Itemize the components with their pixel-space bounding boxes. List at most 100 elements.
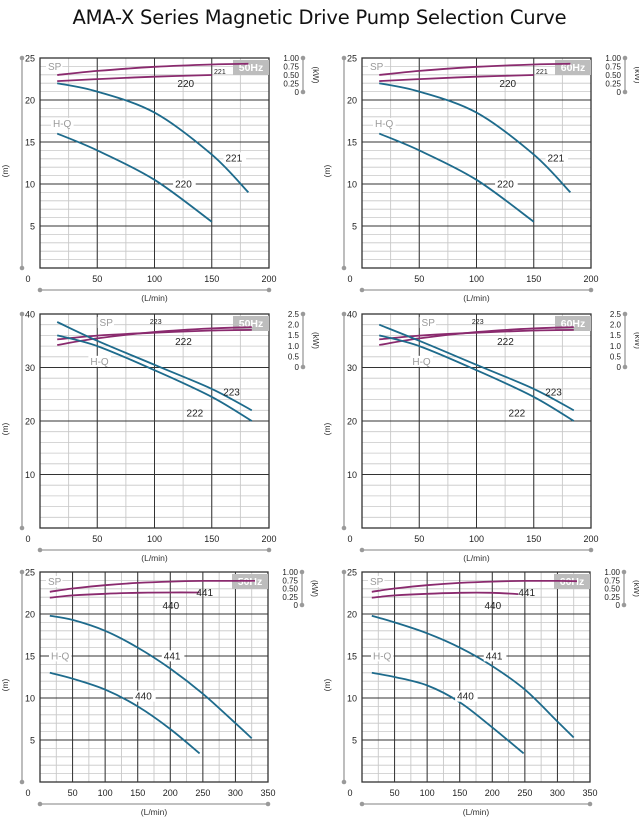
sp-curve-label: 440: [162, 601, 179, 612]
hq-curve-label: 441: [164, 651, 181, 662]
y-tick-label: 40: [25, 310, 35, 320]
sp-group-label: SP: [48, 62, 62, 73]
hq-group-label-bg: [51, 117, 74, 129]
hq-group-label-bg: [371, 650, 394, 662]
x-axis-end-dot: [359, 547, 365, 553]
plot-border: [39, 313, 270, 529]
hq-curve-label: 440: [457, 692, 474, 703]
y-tick-label: 25: [25, 568, 35, 578]
y-axis-end-dot: [19, 55, 25, 61]
hq-curve-label-bg: [161, 650, 185, 662]
sp-curve-label: 222: [175, 337, 192, 348]
hq-curve-223: [378, 323, 575, 412]
x-axis-end-dot: [37, 287, 43, 293]
x-tick-label: 100: [469, 274, 484, 284]
frequency-badge-label: 50Hz: [238, 576, 263, 588]
x-axis-end-dot: [37, 801, 43, 807]
y-axis-label: (m): [0, 164, 10, 177]
y2-tick-label: 0: [294, 601, 299, 610]
sp-group-label: SP: [422, 318, 436, 329]
y2-tick-label: 1.0: [610, 342, 622, 351]
sp-curve-441: [371, 579, 578, 593]
sp-curve-221: [57, 62, 249, 76]
x-axis-end-dot: [266, 287, 272, 293]
x-tick-label: 250: [517, 788, 532, 798]
hq-curve-440: [49, 671, 201, 755]
x-axis-end-dot: [265, 801, 271, 807]
x-tick-label: 0: [25, 534, 30, 544]
sp-curve-220: [379, 74, 534, 82]
hq-group-label-bg: [410, 355, 433, 367]
y-axis-end-dot: [341, 55, 347, 61]
sp-curve-441: [49, 579, 255, 593]
x-tick-label: 200: [485, 788, 500, 798]
hq-curve-label: 223: [545, 387, 562, 398]
y-axis-end-dot: [19, 569, 25, 575]
hq-curve-441: [371, 614, 575, 739]
sp-curve-label: 222: [497, 337, 514, 348]
y2-axis-label: (kW): [632, 580, 639, 597]
hq-curve-221: [379, 82, 572, 194]
y-axis-end-dot: [341, 779, 347, 785]
chart-panel-ama-222-223-60hz: 10 20 30 40 0 50 100 150 200 (L/min) (m) 0 0.51.0 1.5…: [322, 310, 639, 564]
x-tick-label: 150: [452, 788, 467, 798]
y-tick-label: 20: [25, 610, 35, 620]
hq-curve-441: [49, 614, 253, 739]
y-tick-label: 20: [347, 96, 357, 106]
hq-curve-221: [57, 82, 250, 194]
sp-group-label-bg: [46, 576, 63, 587]
y2-axis-label: (kW): [633, 67, 639, 84]
x-tick-label: 50: [68, 788, 78, 798]
x-tick-label: 0: [25, 274, 30, 284]
y2-tick-label: 0.50: [605, 71, 621, 80]
sp-curve-440: [49, 591, 200, 599]
hq-curve-label: 222: [509, 409, 526, 420]
y2-tick-label: 0.50: [604, 585, 620, 594]
y-axis-end-dot: [19, 311, 25, 317]
chart-panel-ama-222-223-50hz: 10 20 30 40 0 50 100 150 200 (L/min) (m) 0 0.51.0 1.5…: [0, 310, 320, 564]
plot-border: [361, 57, 592, 269]
y2-tick-label: 0: [295, 363, 300, 372]
y-tick-label: 25: [347, 568, 357, 578]
y2-tick-label: 1.00: [605, 54, 621, 63]
sp-curve-label: 441: [518, 588, 535, 599]
x-tick-label: 300: [228, 788, 243, 798]
y2-tick-label: 0.25: [605, 80, 621, 89]
y2-tick-label: 2.0: [288, 321, 300, 330]
y-axis-end-dot: [19, 779, 25, 785]
x-axis-end-dot: [266, 547, 272, 553]
x-tick-label: 250: [195, 788, 210, 798]
grid: [361, 57, 592, 269]
sp-curve-222: [379, 329, 574, 341]
hq-group-label: H-Q: [53, 119, 72, 130]
y2-axis-label: (kW): [633, 332, 639, 349]
y2-tick-label: 0: [617, 88, 622, 97]
y-axis-end-dot: [341, 569, 347, 575]
y-axis-label: (m): [0, 422, 10, 435]
y2-axis-end-dot: [300, 311, 306, 317]
sp-curve-label: 221: [536, 69, 548, 76]
hq-curve-220: [378, 132, 535, 223]
sp-group-label-bg: [419, 317, 436, 328]
y2-tick-label: 2.5: [288, 310, 300, 319]
x-tick-label: 300: [550, 788, 565, 798]
x-axis-label: (L/min): [463, 293, 490, 303]
sp-group-label: SP: [48, 577, 62, 588]
x-axis-label: (L/min): [141, 807, 168, 817]
y-tick-label: 5: [30, 736, 35, 746]
x-tick-label: 100: [98, 788, 113, 798]
hq-group-label-bg: [49, 650, 72, 662]
y-tick-label: 15: [347, 652, 357, 662]
x-tick-label: 350: [582, 788, 597, 798]
sp-group-label: SP: [370, 62, 384, 73]
y-axis-end-dot: [341, 311, 347, 317]
x-axis-end-dot: [587, 801, 593, 807]
x-axis-label: (L/min): [463, 553, 490, 563]
hq-curve-label-bg: [455, 690, 478, 702]
x-tick-label: 150: [526, 534, 541, 544]
sp-group-label-bg: [368, 576, 385, 587]
y-tick-label: 30: [25, 363, 35, 373]
y2-tick-label: 1.00: [282, 568, 298, 577]
x-tick-label: 0: [25, 788, 30, 798]
